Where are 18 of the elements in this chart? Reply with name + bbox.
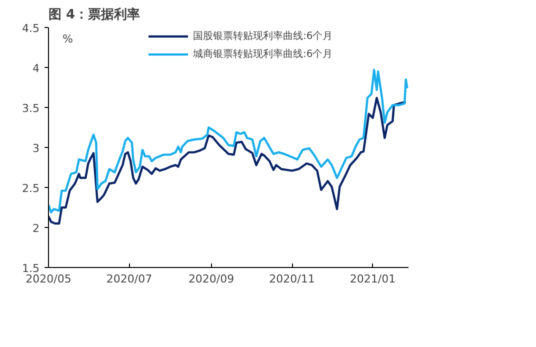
y-tick-label: 2 xyxy=(32,222,40,235)
x-tick-label: 2020/07 xyxy=(106,272,152,286)
x-tick-label: 2020/05 xyxy=(26,272,72,286)
line-series xyxy=(48,68,408,214)
line-series xyxy=(48,96,407,225)
legend-label: 城商银票转贴现利率曲线:6个月 xyxy=(193,48,333,61)
y-tick-label: 2.5 xyxy=(22,182,40,195)
y-tick-label: 3.5 xyxy=(22,102,40,115)
chart-title: 图 4：票据利率 xyxy=(48,6,140,22)
y-tick-label: 3 xyxy=(32,142,40,155)
y-tick-label: 4 xyxy=(32,62,40,75)
x-tick-label: 2020/09 xyxy=(188,272,234,286)
x-tick-label: 2020/11 xyxy=(269,272,315,286)
y-tick-label: 4.5 xyxy=(22,22,40,35)
legend-label: 国股银票转贴现利率曲线:6个月 xyxy=(193,30,333,43)
x-tick-label: 2021/01 xyxy=(350,272,396,286)
y-tick-label: 1.5 xyxy=(22,262,40,275)
y-axis-title: % xyxy=(62,32,73,46)
